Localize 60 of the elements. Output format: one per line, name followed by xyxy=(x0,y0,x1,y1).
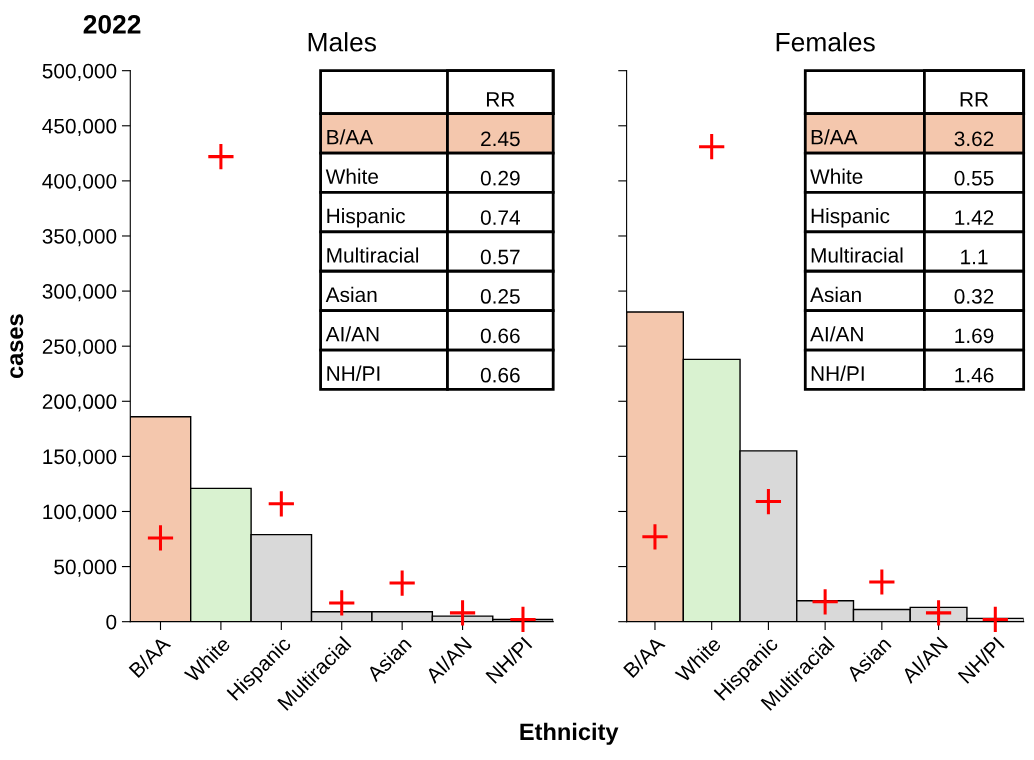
annotation: 0.57 xyxy=(480,249,520,265)
annotation: B/AA xyxy=(327,129,374,145)
point xyxy=(925,600,952,626)
annotation: 0.66 xyxy=(480,367,520,383)
annotation: 0.29 xyxy=(480,170,520,186)
annotation: Hispanic xyxy=(327,208,406,228)
annotation: RR xyxy=(960,92,989,107)
annotation: Multiracial xyxy=(811,247,903,263)
annotation: Hispanic xyxy=(811,208,890,228)
annotation: Asian xyxy=(810,286,861,303)
annotation: NH/PI xyxy=(327,365,380,381)
y-tick-label: 250,000 xyxy=(42,339,117,357)
annotation: 1.42 xyxy=(955,210,994,225)
y-tick-label: 0 xyxy=(106,614,117,630)
annotation: 0.74 xyxy=(480,210,520,225)
annotation: 0.32 xyxy=(954,289,994,304)
y-tick-label: 100,000 xyxy=(43,504,117,522)
annotation: White xyxy=(325,168,378,184)
y-tick-label: 200,000 xyxy=(42,394,117,412)
y-axis-title: cases xyxy=(10,314,24,379)
y-tick-label: 400,000 xyxy=(42,173,117,192)
annotation: 3.62 xyxy=(954,131,994,147)
annotation: AI/AN xyxy=(325,326,379,342)
annotation: B/AA xyxy=(811,129,858,145)
chart-title: Females xyxy=(776,32,875,52)
point xyxy=(449,600,476,626)
annotation: 0.25 xyxy=(480,289,520,304)
annotation: 0.55 xyxy=(954,170,994,186)
point xyxy=(812,589,838,615)
point xyxy=(268,491,294,517)
y-tick-label: 500,000 xyxy=(42,63,117,81)
annotation: AI/AN xyxy=(810,326,863,342)
point xyxy=(208,144,234,170)
y-tick-label: 300,000 xyxy=(42,284,117,302)
y-tick-label: 50,000 xyxy=(54,559,117,577)
annotation: 1.1 xyxy=(961,249,988,265)
point xyxy=(869,569,895,595)
annotation: 0.66 xyxy=(480,328,520,344)
y-tick-label: 450,000 xyxy=(42,118,117,136)
point xyxy=(329,590,355,616)
annotation: RR xyxy=(486,92,515,107)
point xyxy=(982,606,1008,633)
annotation: NH/PI xyxy=(811,365,864,381)
chart-title: Males xyxy=(308,32,376,52)
chart-subtitle: 2022 xyxy=(83,15,141,34)
annotation: 1.69 xyxy=(955,328,994,344)
point xyxy=(642,524,668,550)
annotation: Asian xyxy=(325,286,377,303)
x-axis-title: Ethnicity xyxy=(520,722,619,745)
point xyxy=(389,570,415,596)
y-tick-label: 350,000 xyxy=(42,228,117,247)
point xyxy=(147,525,174,551)
annotation: Multiracial xyxy=(327,247,419,263)
point xyxy=(699,134,725,160)
y-tick-label: 150,000 xyxy=(43,449,117,467)
point xyxy=(755,488,782,515)
point xyxy=(510,606,536,633)
annotation: White xyxy=(810,168,863,184)
annotation: 1.46 xyxy=(955,367,994,383)
annotation: 2.45 xyxy=(481,131,520,147)
